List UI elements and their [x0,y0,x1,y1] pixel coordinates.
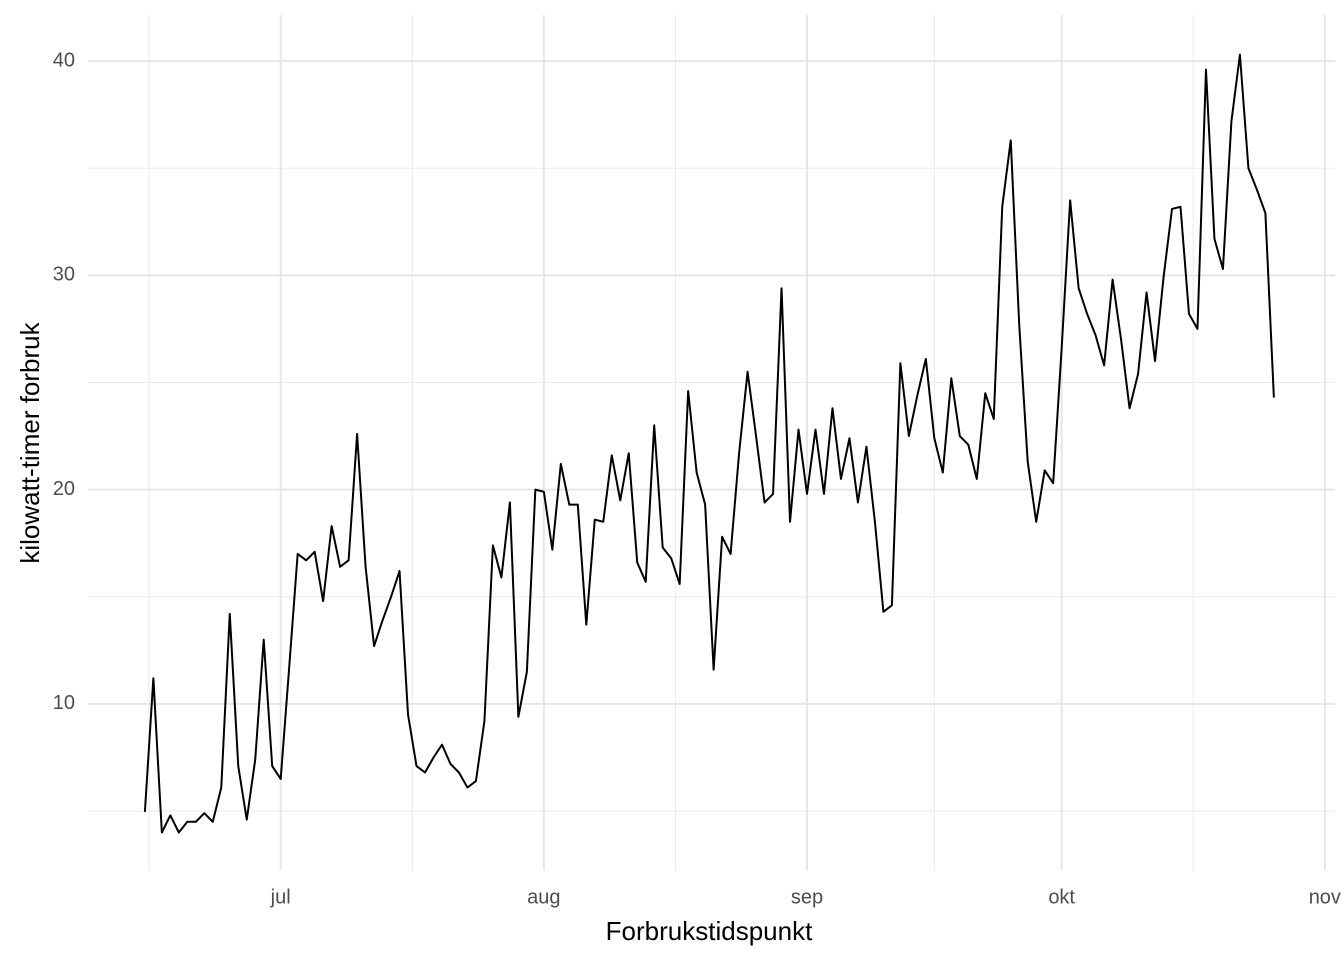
y-tick-label: 40 [53,49,75,71]
x-tick-label: jul [270,886,291,908]
y-tick-label: 10 [53,692,75,714]
y-axis-title: kilowatt-timer forbruk [15,321,45,563]
x-tick-label: aug [527,886,560,908]
x-axis-title: Forbrukstidspunkt [606,916,813,946]
x-tick-label: nov [1309,886,1341,908]
x-tick-label: okt [1048,886,1075,908]
line [143,53,1275,834]
grid [88,15,1335,870]
y-tick-label: 30 [53,264,75,286]
y-tick-label: 20 [53,478,75,500]
x-tick-label: sep [791,886,823,908]
marks [143,53,1275,834]
